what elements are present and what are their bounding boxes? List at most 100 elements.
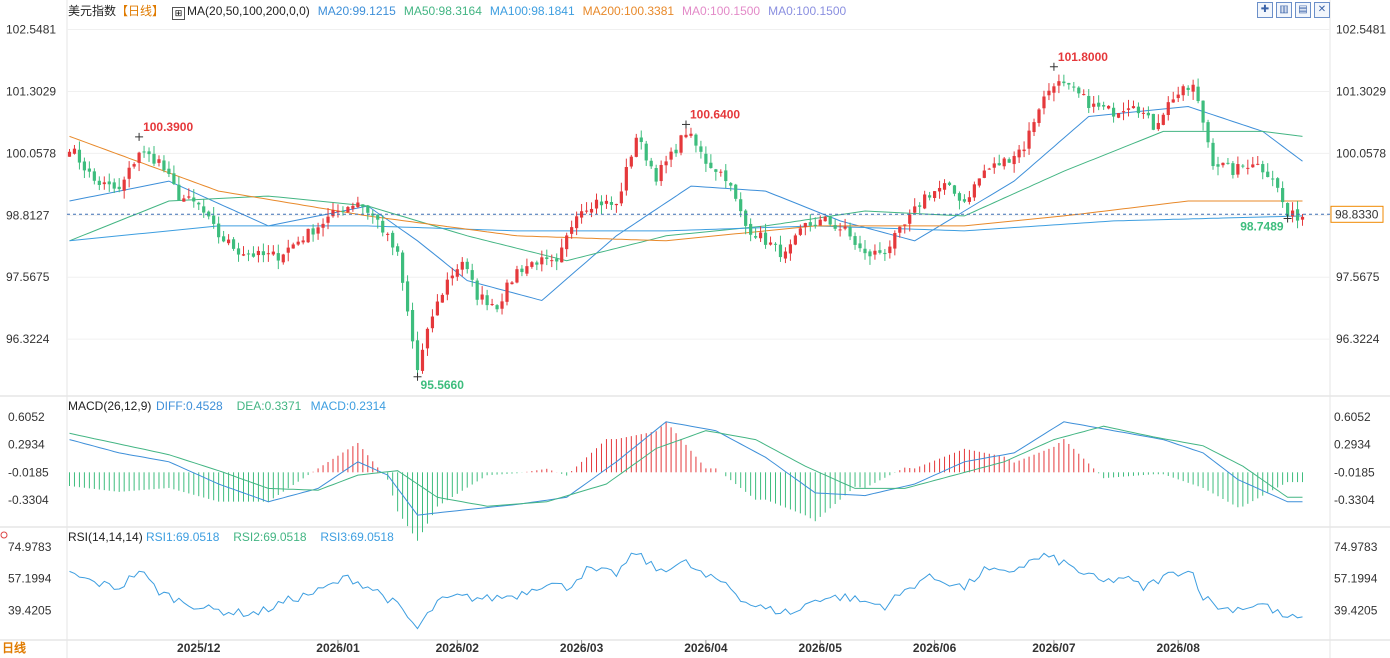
candle-body [575, 216, 579, 229]
candle-body [1196, 86, 1200, 102]
period-label[interactable]: 日线 [2, 641, 27, 655]
price-tick-right: 97.5675 [1336, 270, 1380, 284]
rsi-panel: RSI(14,14,14) RSI1:69.0518 RSI2:69.0518 RSI… [0, 530, 1378, 630]
candle-body [1231, 163, 1235, 175]
candle-body [440, 294, 444, 303]
candle-body [560, 247, 564, 263]
candle-body [102, 182, 106, 185]
candle-body [833, 225, 837, 229]
candle-body [92, 171, 96, 181]
candle-body [241, 254, 246, 256]
candle-body [271, 251, 275, 255]
candle-body [366, 205, 370, 213]
candle-body [485, 295, 489, 306]
candle-body [425, 328, 430, 349]
candle-body [1300, 216, 1305, 220]
candle-body [793, 235, 797, 245]
chart-legend-icon[interactable]: ⊞ [172, 7, 186, 20]
candle-type-icon[interactable]: ▥ [1276, 2, 1292, 18]
candle-body [286, 247, 290, 253]
ma-label: MA(20,50,100,200,0,0) [187, 4, 310, 18]
candle-body [972, 184, 976, 198]
candle-body [947, 182, 952, 185]
candle-body [694, 134, 698, 146]
candle-body [276, 253, 280, 261]
candle-body [744, 210, 748, 226]
candle-body [465, 261, 469, 270]
candle-body [1107, 105, 1111, 109]
ma200-line [69, 135, 1303, 242]
candle-body [67, 151, 72, 157]
candle-body [669, 151, 673, 160]
candle-body [609, 201, 614, 205]
rsi-tick-left: 74.9783 [8, 540, 52, 554]
candle-body [321, 223, 325, 228]
layout-icon[interactable]: ▤ [1295, 2, 1311, 18]
candle-body [540, 257, 544, 265]
price-tick-left: 97.5675 [6, 270, 50, 284]
rsi-line [69, 552, 1303, 630]
candle-body [132, 164, 136, 167]
candle-body [470, 270, 474, 280]
instrument-name: 美元指数 [68, 4, 117, 18]
candle-body [962, 199, 967, 202]
candle-body [450, 275, 454, 279]
candle-body [903, 224, 907, 226]
candle-body [659, 165, 663, 182]
candle-body [82, 161, 87, 171]
price-tick-right: 102.5481 [1336, 23, 1386, 37]
candle-body [1082, 94, 1086, 96]
rsi-tick-right: 57.1994 [1334, 572, 1378, 586]
candle-body [1201, 100, 1205, 123]
candle-body [570, 227, 574, 234]
candle-body [1002, 158, 1006, 167]
close-icon[interactable]: ✕ [1314, 2, 1330, 18]
crosshair-icon[interactable]: ✚ [1257, 2, 1273, 18]
candle-body [1246, 167, 1250, 169]
candle-body [1271, 178, 1275, 180]
rsi-tick-left: 57.1994 [8, 572, 52, 586]
candle-body [545, 257, 549, 259]
candle-body [396, 246, 400, 252]
candle-body [689, 133, 693, 136]
candle-body [192, 197, 196, 202]
candle-body [1146, 112, 1150, 116]
candle-body [957, 193, 962, 201]
candle-body [838, 229, 842, 231]
candle-body [490, 303, 494, 305]
candle-body [714, 169, 718, 172]
candle-body [112, 182, 116, 189]
candle-body [197, 202, 201, 205]
candle-body [739, 199, 743, 212]
ma-value-0: MA20:99.1215 [317, 4, 396, 18]
date-label: 2026/06 [913, 641, 957, 655]
candle-body [405, 281, 410, 312]
rsi-legend-2: RSI3:69.0518 [320, 530, 394, 544]
candle-body [202, 206, 206, 213]
candle-body [256, 250, 261, 256]
candle-body [147, 151, 151, 155]
candle-body [1266, 171, 1270, 178]
candle-body [500, 301, 504, 309]
candle-body [599, 201, 604, 206]
candle-body [127, 167, 131, 179]
rsi-legend-0: RSI1:69.0518 [146, 530, 220, 544]
candle-body [783, 251, 788, 259]
candle-body [828, 216, 832, 225]
candle-body [604, 200, 609, 204]
candle-body [1087, 95, 1091, 109]
candle-body [1121, 111, 1126, 113]
candle-body [1216, 164, 1220, 167]
moving-average-lines [69, 105, 1303, 302]
candle-body [1027, 130, 1031, 149]
candle-body [212, 215, 216, 224]
candle-body [1261, 164, 1265, 173]
period-tag: 【日线】 [116, 4, 165, 18]
candle-body [530, 262, 534, 267]
macd-tick-right: 0.2934 [1334, 438, 1371, 452]
candle-body [1116, 113, 1121, 118]
annotation-high: 100.6400 [690, 107, 740, 121]
macd-legend-2: MACD:0.2314 [311, 399, 387, 413]
